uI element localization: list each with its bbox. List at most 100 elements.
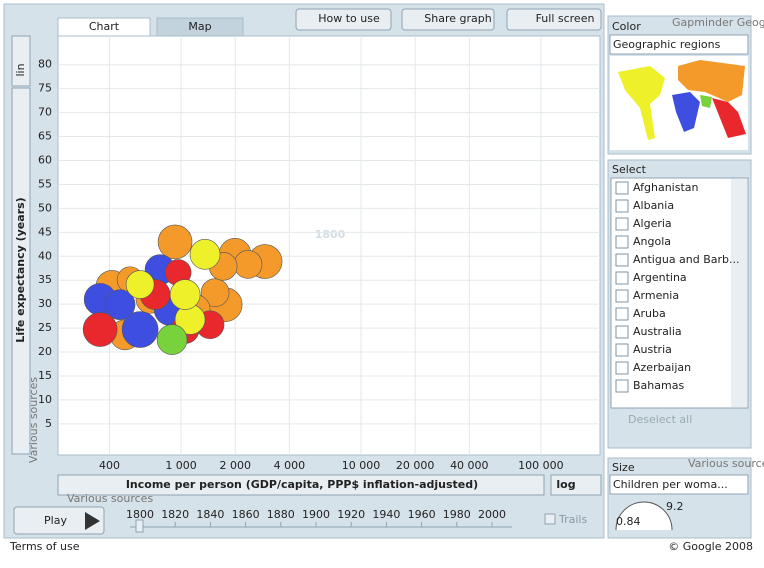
checkbox[interactable] [615, 271, 629, 285]
country-name[interactable]: Algeria [633, 217, 672, 230]
size-max: 9.2 [666, 500, 684, 513]
deselect-button[interactable]: Deselect all [628, 413, 692, 426]
y-tick-label: 40 [38, 249, 52, 262]
timeline-label: 1960 [408, 508, 436, 521]
y-tick-label: 10 [38, 393, 52, 406]
x-scale-button[interactable] [550, 474, 602, 496]
play-button[interactable] [13, 506, 105, 535]
bubble[interactable] [233, 250, 263, 279]
x-tick-label: 20 000 [396, 459, 435, 472]
x-source[interactable]: Various sources [67, 492, 153, 505]
checkbox[interactable] [615, 199, 629, 213]
y-tick-label: 45 [38, 225, 52, 238]
timeline-label: 1800 [126, 508, 154, 521]
timeline-label: 1840 [196, 508, 224, 521]
scrollbar[interactable] [731, 179, 747, 407]
x-tick-label: 4 000 [274, 459, 306, 472]
dropdown-value[interactable]: Geographic regions [613, 38, 721, 51]
checkbox[interactable] [615, 325, 629, 339]
bubble[interactable] [125, 270, 155, 299]
x-axis-title[interactable]: Income per person (GDP/capita, PPP$ infl… [126, 478, 478, 491]
timeline-label: 1920 [337, 508, 365, 521]
country-name[interactable]: Albania [633, 199, 674, 212]
bubble[interactable] [104, 289, 136, 320]
size-gauge [615, 501, 673, 531]
dropdown-value[interactable]: Children per woma... [613, 478, 728, 491]
checkbox[interactable] [615, 181, 629, 195]
color-dropdown[interactable] [609, 34, 749, 55]
trails-checkbox[interactable] [544, 513, 556, 525]
tab-label[interactable]: Map [188, 20, 211, 33]
country-name[interactable]: Argentina [633, 271, 687, 284]
region-asia[interactable] [712, 98, 746, 138]
button-label[interactable]: Share graph [424, 12, 491, 25]
y-tick-label: 65 [38, 130, 52, 143]
country-name[interactable]: Armenia [633, 289, 679, 302]
checkbox[interactable] [615, 289, 629, 303]
tab-label[interactable]: Chart [89, 20, 120, 33]
x-indicator-button[interactable] [57, 474, 545, 496]
checkbox[interactable] [615, 253, 629, 267]
checkbox[interactable] [615, 343, 629, 357]
play-label[interactable]: Play [44, 514, 67, 527]
x-scale-label[interactable]: log [556, 478, 575, 491]
button[interactable] [401, 8, 495, 31]
region-eurasia[interactable] [678, 60, 745, 102]
bubble[interactable] [157, 224, 193, 260]
y-tick-label: 5 [45, 417, 52, 430]
timeline-label: 1880 [267, 508, 295, 521]
timeline-handle[interactable] [135, 519, 144, 533]
timeline-label: 1980 [443, 508, 471, 521]
play-icon[interactable] [85, 512, 100, 530]
country-name[interactable]: Antigua and Barb... [633, 253, 740, 266]
y-tick-label: 15 [38, 369, 52, 382]
country-name[interactable]: Austria [633, 343, 672, 356]
bubble[interactable] [121, 311, 159, 348]
x-tick-label: 100 000 [518, 459, 564, 472]
checkbox[interactable] [615, 361, 629, 375]
button[interactable] [295, 8, 392, 31]
bubble[interactable] [82, 312, 118, 347]
bubble[interactable] [169, 279, 201, 310]
button[interactable] [506, 8, 602, 31]
bubble[interactable] [200, 278, 230, 307]
y-scale-label[interactable]: lin [14, 63, 27, 76]
y-indicator-button[interactable] [11, 87, 31, 455]
y-tick-label: 80 [38, 58, 52, 71]
region-africa[interactable] [672, 92, 700, 132]
button-label[interactable]: Full screen [536, 12, 595, 25]
checkbox[interactable] [615, 235, 629, 249]
timeline-label: 1860 [232, 508, 260, 521]
country-name[interactable]: Angola [633, 235, 671, 248]
y-source[interactable]: Various sources [27, 377, 40, 463]
color-source[interactable]: Gapminder Geogra... [672, 16, 764, 29]
panel-title: Color [612, 20, 641, 33]
y-tick-label: 30 [38, 297, 52, 310]
size-dropdown[interactable] [609, 474, 749, 495]
country-name[interactable]: Bahamas [633, 379, 684, 392]
trails-label[interactable]: Trails [558, 513, 587, 526]
terms-link[interactable]: Terms of use [9, 540, 80, 553]
region-middle-east[interactable] [700, 95, 712, 108]
y-tick-label: 70 [38, 106, 52, 119]
country-name[interactable]: Afghanistan [633, 181, 699, 194]
bubble[interactable] [156, 324, 188, 355]
y-tick-label: 60 [38, 154, 52, 167]
region-americas[interactable] [618, 66, 665, 140]
bubble[interactable] [189, 239, 221, 270]
country-name[interactable]: Australia [633, 325, 682, 338]
y-tick-label: 55 [38, 177, 52, 190]
y-axis-title[interactable]: Life expectancy (years) [14, 197, 27, 342]
country-name[interactable]: Aruba [633, 307, 666, 320]
size-min: 0.84 [616, 515, 641, 528]
size-source[interactable]: Various sources [688, 457, 764, 470]
checkbox[interactable] [615, 307, 629, 321]
checkbox[interactable] [615, 379, 629, 393]
checkbox[interactable] [615, 217, 629, 231]
button-label[interactable]: How to use [318, 12, 380, 25]
timeline-label: 1940 [372, 508, 400, 521]
y-scale-button[interactable] [11, 35, 31, 87]
country-name[interactable]: Azerbaijan [633, 361, 691, 374]
y-tick-label: 25 [38, 321, 52, 334]
